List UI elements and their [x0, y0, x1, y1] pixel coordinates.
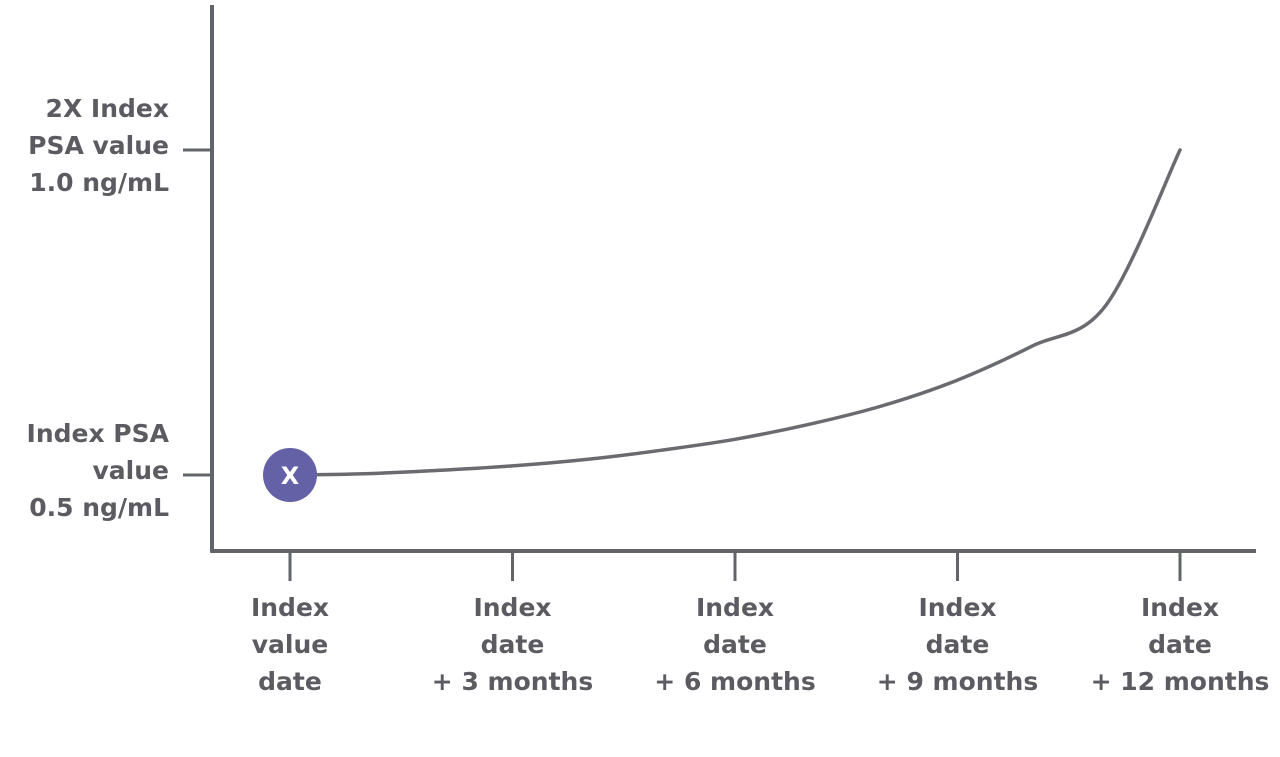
x-tick-label-line: date	[926, 630, 990, 659]
x-tick-label-line: + 3 months	[432, 667, 593, 696]
y-tick-label-line: Index PSA	[27, 419, 170, 448]
x-tick-label-line: + 12 months	[1091, 667, 1270, 696]
x-tick-label-line: Index	[696, 593, 774, 622]
y-tick-label-line: 1.0 ng/mL	[29, 168, 169, 197]
y-tick-label-line: value	[93, 456, 170, 485]
x-ticks: Index value date Index date + 3 months Index da…	[251, 551, 1269, 696]
y-tick-label: 2X Index PSA value 1.0 ng/mL	[28, 94, 169, 197]
x-tick-label-line: Index	[1141, 593, 1219, 622]
x-tick-label-line: Index	[918, 593, 996, 622]
x-tick-label: Index date + 12 months	[1091, 593, 1270, 696]
index-marker: X	[263, 448, 317, 502]
x-tick-label-line: date	[703, 630, 767, 659]
x-tick-label: Index date + 3 months	[432, 593, 593, 696]
y-tick-label-line: PSA value	[28, 131, 169, 160]
y-tick-label-line: 0.5 ng/mL	[29, 493, 169, 522]
x-tick-label-line: date	[258, 667, 322, 696]
axes	[210, 5, 1256, 553]
x-tick-label-line: date	[481, 630, 545, 659]
index-marker-label: X	[281, 462, 300, 490]
x-tick-label-line: + 9 months	[877, 667, 1038, 696]
x-tick-label-line: Index	[473, 593, 551, 622]
x-tick-label: Index value date	[251, 593, 329, 696]
x-tick-label: Index date + 6 months	[654, 593, 815, 696]
psa-curve	[288, 148, 1182, 477]
index-marker-circle	[263, 448, 317, 502]
y-tick-label: Index PSA value 0.5 ng/mL	[27, 419, 170, 522]
x-tick-label: Index date + 9 months	[877, 593, 1038, 696]
x-tick-label-line: date	[1148, 630, 1212, 659]
x-tick-label-line: value	[252, 630, 329, 659]
x-tick-label-line: + 6 months	[654, 667, 815, 696]
y-ticks: Index PSA value 0.5 ng/mL 2X Index PSA value…	[27, 94, 212, 522]
y-tick-label-line: 2X Index	[46, 94, 169, 123]
x-tick-label-line: Index	[251, 593, 329, 622]
